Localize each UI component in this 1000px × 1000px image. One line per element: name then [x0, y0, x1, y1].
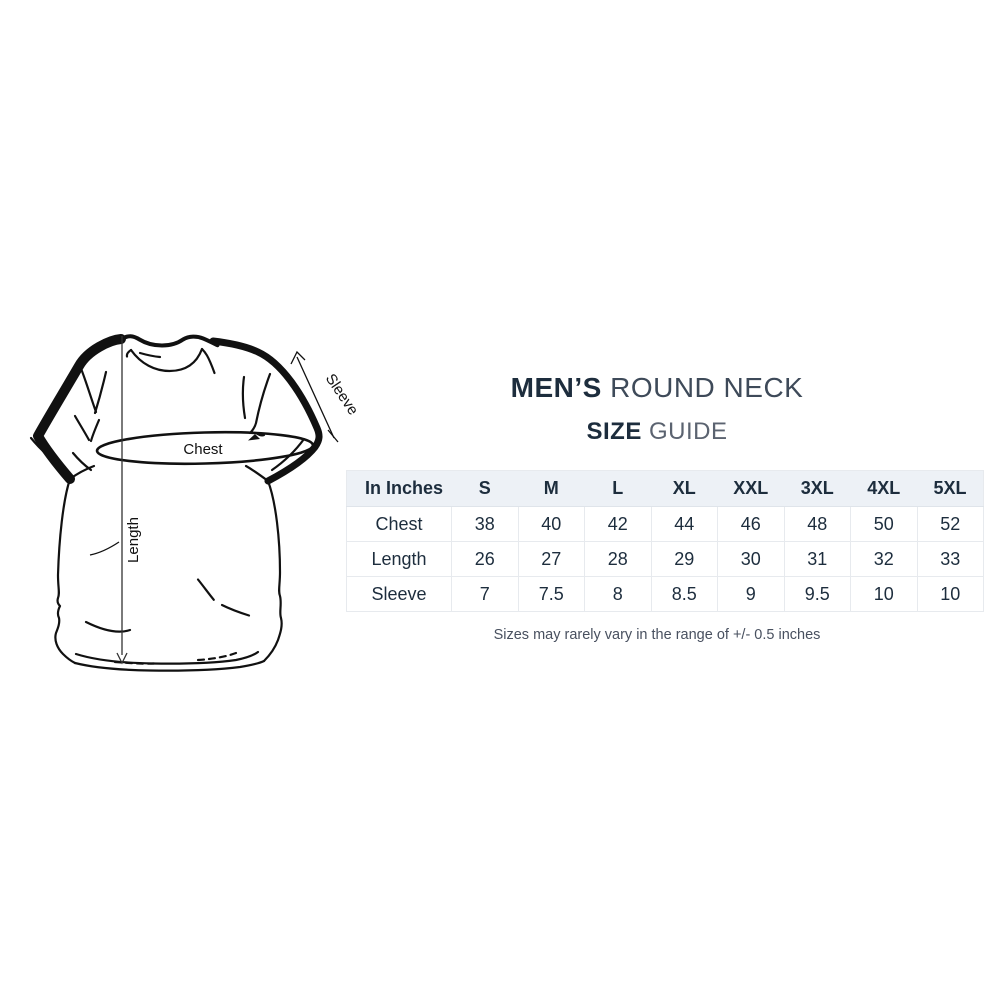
- svg-text:Length: Length: [125, 517, 142, 563]
- svg-text:Chest: Chest: [183, 441, 223, 458]
